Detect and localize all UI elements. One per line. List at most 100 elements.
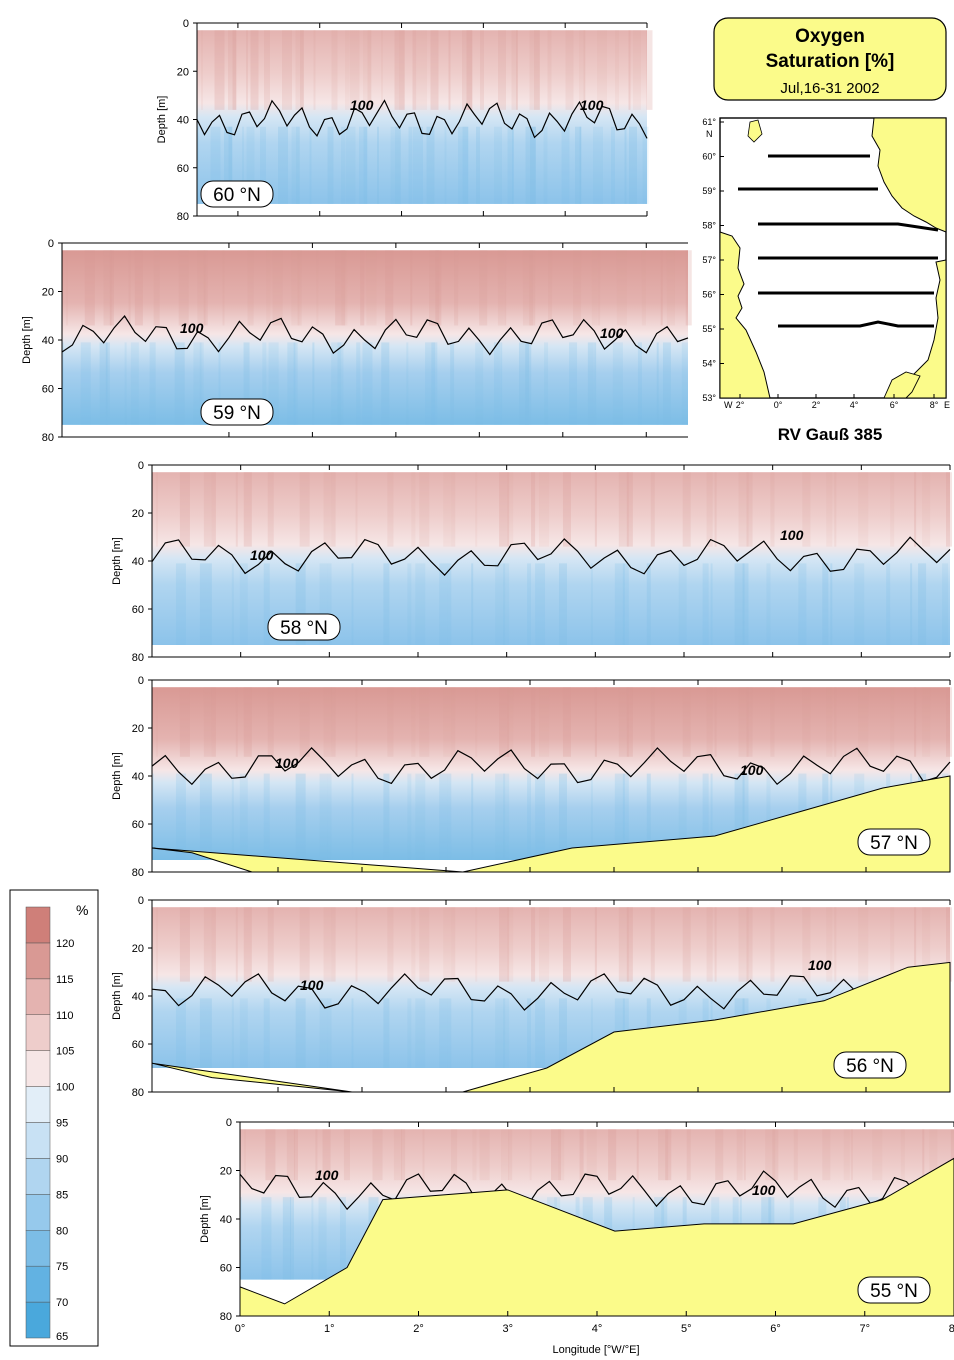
x-tick-label: 7° [859, 1323, 870, 1335]
data-cell [646, 773, 651, 860]
data-cell [527, 563, 532, 645]
data-cell [529, 1129, 532, 1181]
data-cell [62, 342, 64, 425]
data-cell [702, 563, 709, 645]
y-axis-label: Depth [m] [111, 752, 123, 800]
data-cell [543, 126, 548, 204]
data-cell [439, 563, 448, 645]
y-axis-label: Depth [m] [156, 96, 168, 144]
data-cell [124, 342, 127, 425]
sea-floor [151, 1062, 353, 1093]
map-lat-label: 57° [702, 255, 716, 265]
y-tick-label: 0 [48, 238, 54, 250]
data-cell [417, 30, 427, 110]
data-cell [497, 250, 504, 326]
data-cell [356, 342, 361, 425]
data-cell [323, 472, 332, 547]
data-cell [548, 250, 553, 326]
data-cell [239, 563, 248, 645]
contour-label: 100 [808, 957, 832, 973]
data-cell [264, 30, 270, 110]
data-cell [622, 773, 629, 860]
data-cell [642, 126, 649, 204]
data-cell [493, 342, 500, 425]
contour-label: 100 [780, 527, 804, 543]
colorbar-swatch [25, 1230, 51, 1267]
data-cell [922, 1129, 925, 1181]
data-cell [246, 126, 255, 204]
y-tick-label: 80 [177, 211, 189, 223]
latitude-label-box [833, 1051, 907, 1079]
data-cell [439, 773, 448, 860]
data-cell [922, 907, 931, 982]
x-tick-label: 0° [235, 1323, 246, 1335]
data-cell [547, 30, 552, 110]
x-axis-label: Longitude [°W/°E] [552, 1344, 639, 1356]
data-cell [714, 472, 717, 547]
data-cell [535, 773, 546, 860]
section-panel: 100 100 0 20 40 60 80 Depth [m] 57 °N [111, 675, 953, 879]
y-tick-label: 80 [132, 1087, 144, 1099]
data-cell [415, 563, 426, 645]
map-lon-label: 6° [890, 400, 899, 410]
data-cell [822, 1129, 831, 1181]
y-tick-label: 20 [42, 287, 54, 299]
data-cell [109, 250, 114, 326]
data-cell [628, 30, 631, 110]
map-lon-label: 4° [850, 400, 859, 410]
station-map: 61° 60° 59° 58° 57° 56° 55° 54° 53° N 2° 0° 2° 4° 6° 8… [702, 117, 950, 444]
data-cell [598, 250, 601, 326]
data-cell [614, 773, 625, 860]
data-cell [244, 1129, 246, 1181]
shetland [747, 119, 763, 143]
data-cell [633, 30, 641, 110]
data-cell [359, 126, 367, 204]
data-cell [535, 563, 546, 645]
data-cell [650, 687, 655, 757]
data-cell [179, 472, 190, 547]
data-cell [562, 687, 571, 757]
contour-label: 100 [315, 1167, 339, 1183]
data-cell [798, 563, 807, 645]
data-cell [407, 563, 412, 645]
data-cell [152, 773, 154, 860]
data-cell [341, 250, 348, 326]
data-cell [594, 342, 597, 425]
data-cell [922, 472, 931, 547]
colorbar-swatch [25, 906, 51, 944]
data-cell [175, 563, 186, 645]
data-cell [562, 907, 571, 982]
data-cell [626, 472, 633, 547]
data-cell [178, 250, 189, 326]
data-cell [512, 126, 514, 204]
x-tick-label: 3° [502, 1323, 513, 1335]
data-cell [211, 907, 216, 982]
colorbar-label: 95 [56, 1118, 68, 1130]
data-cell [826, 907, 833, 982]
data-cell [341, 126, 345, 204]
contour-label: 100 [350, 97, 374, 113]
y-tick-label: 20 [220, 1166, 232, 1178]
data-cell [629, 126, 637, 204]
data-cell [395, 126, 401, 204]
data-cell [153, 250, 160, 326]
colorbar-label: 115 [56, 974, 74, 986]
track-58N [758, 222, 939, 232]
contour-100-line [151, 973, 951, 1011]
data-cell [942, 563, 949, 645]
data-cell [503, 563, 510, 645]
colorbar-label: 65 [56, 1331, 68, 1343]
data-cell [309, 126, 312, 204]
data-cell [706, 472, 713, 547]
data-cell [387, 472, 394, 547]
map-lat-label: 53° [702, 393, 716, 403]
latitude-label-text: 58 °N [280, 618, 328, 639]
data-cell [626, 907, 633, 982]
y-tick-label: 40 [132, 556, 144, 568]
data-cell [349, 30, 360, 110]
data-cell [407, 773, 412, 860]
data-cell [411, 907, 416, 982]
data-cell [561, 126, 570, 204]
data-cell [435, 250, 442, 326]
